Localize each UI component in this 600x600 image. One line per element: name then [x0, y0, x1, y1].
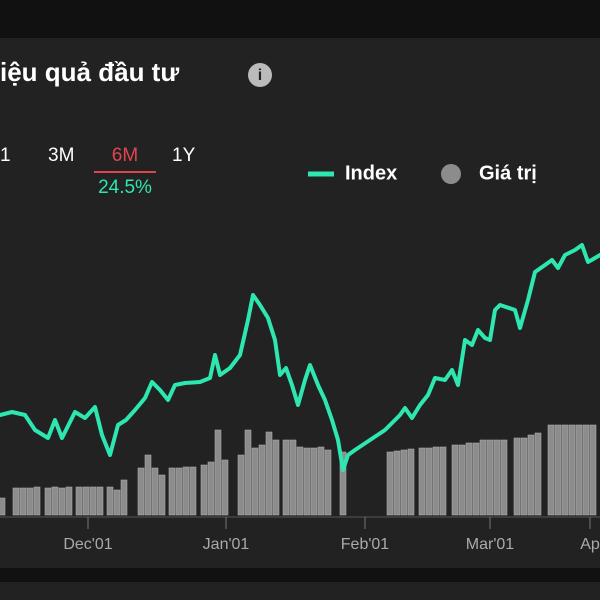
bar: [265, 431, 273, 516]
x-tick-label: Mar'01: [466, 536, 515, 553]
bar: [500, 439, 508, 516]
bar: [493, 439, 501, 516]
plot: Dec'01 Jan'01 Feb'01 Mar'01 Ap: [0, 243, 600, 553]
period-tab[interactable]: 1: [0, 145, 11, 166]
bar: [400, 449, 408, 516]
bar: [44, 487, 52, 516]
bar: [120, 479, 128, 516]
info-icon-glyph: i: [258, 67, 262, 84]
info-icon[interactable]: [248, 63, 272, 87]
bar: [113, 489, 121, 516]
bar: [458, 444, 466, 516]
bar: [175, 467, 183, 516]
legend: Index Giá trị: [308, 162, 537, 184]
bar: [26, 487, 34, 516]
period-tab[interactable]: 6M: [112, 145, 138, 166]
bar: [520, 437, 528, 516]
bar: [221, 459, 229, 516]
bar: [89, 486, 97, 516]
bar: [451, 444, 459, 516]
bar: [407, 448, 415, 516]
bar: [303, 447, 311, 516]
bar: [144, 454, 152, 516]
bar: [137, 467, 145, 516]
bar: [554, 424, 562, 516]
bar: [33, 486, 41, 516]
period-tab[interactable]: 1Y: [172, 145, 196, 166]
bar: [19, 487, 27, 516]
period-tab[interactable]: 3M: [48, 145, 74, 166]
bar: [589, 424, 597, 516]
bar: [12, 487, 20, 516]
bar: [527, 434, 535, 516]
next-panel: [0, 582, 600, 600]
bar: [158, 474, 166, 516]
bar: [386, 451, 394, 516]
bar: [96, 486, 104, 516]
bar: [339, 451, 347, 516]
legend-label[interactable]: Giá trị: [479, 162, 537, 184]
x-tick-label: Dec'01: [63, 536, 112, 553]
period-return: 24.5%: [98, 177, 152, 198]
bar: [282, 439, 290, 516]
bar: [534, 432, 542, 516]
bar: [0, 497, 6, 516]
index-line: [0, 243, 600, 472]
bar: [472, 442, 480, 516]
bar: [439, 446, 447, 516]
bar: [251, 447, 259, 516]
bar: [486, 439, 494, 516]
bar: [479, 439, 487, 516]
bar: [272, 439, 280, 516]
bar: [168, 467, 176, 516]
bar: [258, 444, 266, 516]
bar: [151, 467, 159, 516]
legend-marker: [441, 164, 461, 184]
bar: [418, 447, 426, 516]
bar: [82, 486, 90, 516]
bar: [568, 424, 576, 516]
title: iệu quả đầu tư: [0, 57, 179, 87]
bar: [207, 461, 215, 516]
bar: [582, 424, 590, 516]
legend-label[interactable]: Index: [345, 162, 397, 184]
bar: [65, 486, 73, 516]
bar: [58, 487, 66, 516]
x-tick-label: Ap: [580, 536, 600, 553]
bar: [214, 429, 222, 516]
bar: [189, 466, 197, 516]
bar: [324, 449, 332, 516]
bar: [317, 446, 325, 516]
bar: [182, 466, 190, 516]
bar: [310, 447, 318, 516]
x-tick-label: Jan'01: [203, 536, 250, 553]
bar: [465, 442, 473, 516]
bar: [289, 439, 297, 516]
bar: [425, 447, 433, 516]
bar: [393, 450, 401, 516]
tabs: 1 3M 6M 24.5% 1Y: [0, 145, 196, 198]
x-tick-label: Feb'01: [341, 536, 390, 553]
bar: [51, 486, 59, 516]
bar: [296, 446, 304, 516]
bar: [75, 486, 83, 516]
bar: [547, 424, 555, 516]
bar: [200, 464, 208, 516]
bar: [575, 424, 583, 516]
bar: [513, 437, 521, 516]
bar: [432, 446, 440, 516]
bar: [237, 454, 245, 516]
bar: [561, 424, 569, 516]
bar: [244, 429, 252, 516]
bar: [106, 486, 114, 516]
